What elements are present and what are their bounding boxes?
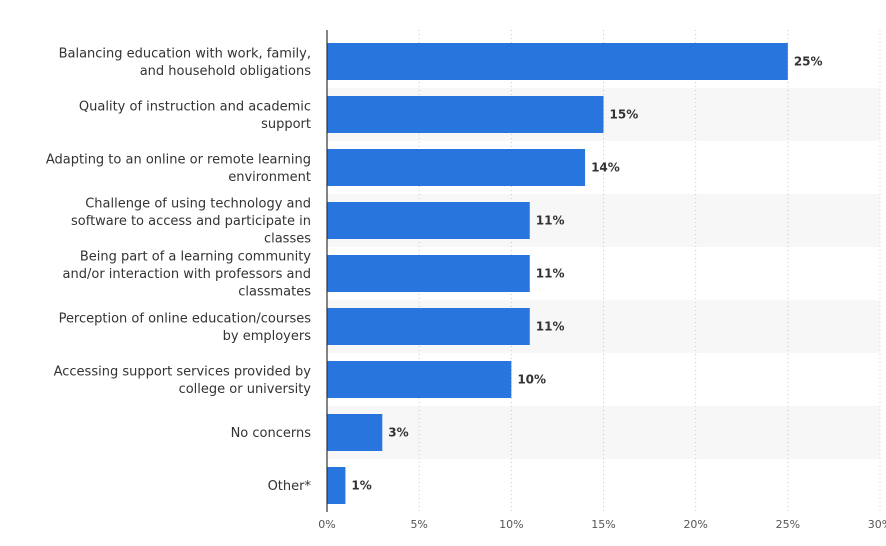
- data-label: 11%: [536, 267, 565, 281]
- category-label: Perception of online education/courses by…: [59, 311, 312, 344]
- bar: [327, 467, 346, 504]
- bar: [327, 361, 512, 398]
- bars: [327, 43, 788, 504]
- x-tick-label: 5%: [410, 518, 427, 531]
- category-label-line: software to access and participate in: [71, 214, 311, 229]
- bar: [327, 149, 586, 186]
- x-tick-label: 15%: [591, 518, 615, 531]
- category-label-line: by employers: [223, 329, 312, 344]
- category-label-line: classmates: [238, 285, 311, 300]
- data-label: 10%: [517, 373, 546, 387]
- data-label: 1%: [351, 479, 371, 493]
- value-labels: 25% 15% 14% 11% 11% 11% 10% 3% 1%: [351, 55, 822, 493]
- category-label: Other*: [268, 479, 312, 494]
- category-label-line: college or university: [179, 382, 312, 397]
- category-label-line: Being part of a learning community: [80, 250, 311, 265]
- category-label-line: Quality of instruction and academic: [79, 99, 311, 114]
- category-labels: Balancing education with work, family, an…: [46, 46, 312, 494]
- data-label: 3%: [388, 426, 408, 440]
- bar: [327, 202, 530, 239]
- data-label: 15%: [610, 108, 639, 122]
- category-label-line: and/or interaction with professors and: [63, 267, 311, 282]
- category-label-line: No concerns: [231, 426, 312, 441]
- data-label: 25%: [794, 55, 823, 69]
- data-label: 11%: [536, 214, 565, 228]
- x-tick-labels: 0% 5% 10% 15% 20% 25% 30%: [318, 518, 886, 531]
- bar: [327, 414, 383, 451]
- category-label: Quality of instruction and academic suppo…: [79, 99, 311, 132]
- category-label: Accessing support services provided by co…: [54, 364, 312, 397]
- x-tick-label: 30%: [868, 518, 886, 531]
- category-label-line: Challenge of using technology and: [85, 197, 311, 212]
- bar: [327, 255, 530, 292]
- category-label: Adapting to an online or remote learning…: [46, 152, 311, 185]
- category-label-line: Other*: [268, 479, 312, 494]
- x-tick-label: 25%: [776, 518, 800, 531]
- category-label-line: environment: [228, 170, 311, 185]
- category-label: Being part of a learning community and/or…: [63, 250, 312, 300]
- category-label-line: and household obligations: [140, 64, 312, 79]
- row-band: [327, 406, 880, 459]
- data-label: 14%: [591, 161, 620, 175]
- x-tick-label: 0%: [318, 518, 335, 531]
- category-label-line: Perception of online education/courses: [59, 311, 312, 326]
- category-label-line: classes: [264, 232, 311, 247]
- category-label-line: Accessing support services provided by: [54, 364, 312, 379]
- bar: [327, 96, 604, 133]
- category-label-line: Balancing education with work, family,: [59, 46, 311, 61]
- category-label: No concerns: [231, 426, 312, 441]
- bar: [327, 308, 530, 345]
- x-tick-label: 20%: [683, 518, 707, 531]
- category-label-line: support: [261, 117, 311, 132]
- data-label: 11%: [536, 320, 565, 334]
- category-label: Challenge of using technology and softwar…: [71, 197, 311, 247]
- x-tick-label: 10%: [499, 518, 523, 531]
- category-label-line: Adapting to an online or remote learning: [46, 152, 311, 167]
- category-label: Balancing education with work, family, an…: [59, 46, 312, 79]
- bar: [327, 43, 788, 80]
